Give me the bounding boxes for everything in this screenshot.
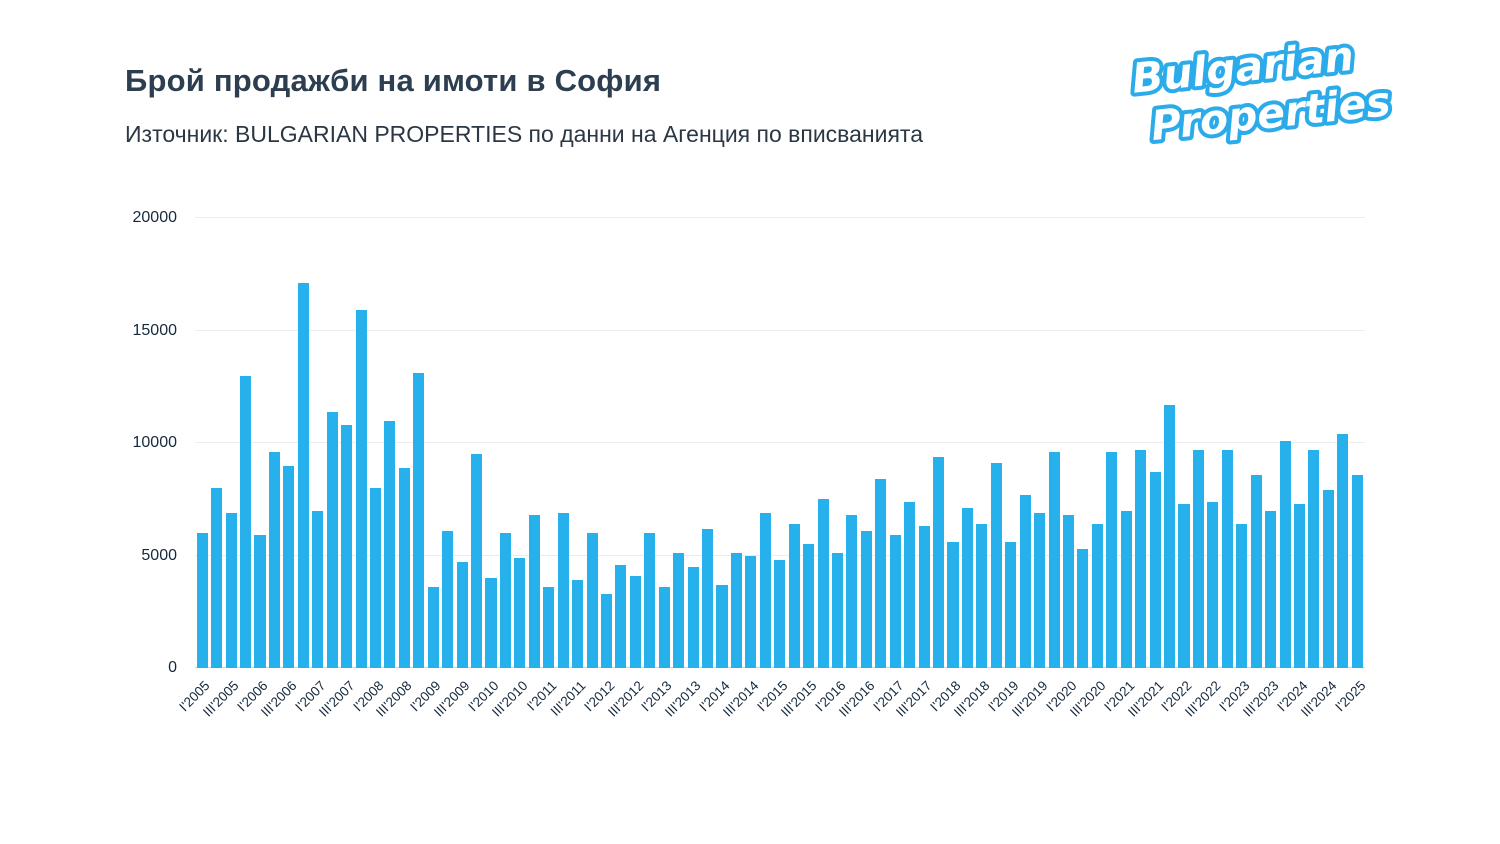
bar-I'2014 — [716, 584, 728, 668]
bar-IV'2021 — [1164, 404, 1176, 668]
bar-I'2008 — [369, 488, 381, 668]
bar-III'2018 — [976, 524, 988, 668]
bar-III'2011 — [572, 580, 584, 668]
bar-IV'2022 — [1221, 449, 1233, 668]
bar-I'2018 — [947, 542, 959, 668]
bar-IV'2005 — [240, 375, 252, 668]
bar-IV'2019 — [1048, 452, 1060, 668]
bar-III'2015 — [803, 544, 815, 668]
bar-II'2007 — [326, 411, 338, 668]
bar-I'2021 — [1120, 510, 1132, 668]
y-tick-label-20000: 20000 — [132, 209, 178, 226]
bar-I'2011 — [543, 587, 555, 668]
bar-III'2012 — [629, 575, 641, 668]
bar-II'2009 — [442, 530, 454, 668]
bar-II'2016 — [846, 515, 858, 668]
bar-II'2024 — [1308, 449, 1320, 668]
bar-III'2016 — [860, 530, 872, 668]
bar-III'2021 — [1149, 472, 1161, 668]
bar-II'2012 — [615, 564, 627, 668]
bar-I'2020 — [1062, 515, 1074, 668]
plot-area — [195, 217, 1365, 668]
bar-IV'2010 — [528, 515, 540, 668]
bar-II'2013 — [673, 553, 685, 668]
bar-I'2009 — [427, 587, 439, 668]
bar-III'2017 — [918, 526, 930, 668]
bar-I'2017 — [889, 535, 901, 668]
y-tick-label-15000: 15000 — [132, 321, 178, 339]
bar-IV'2013 — [702, 528, 714, 668]
bar-III'2006 — [283, 465, 295, 668]
bar-I'2006 — [254, 535, 266, 668]
bar-IV'2014 — [759, 512, 771, 668]
bar-III'2020 — [1091, 524, 1103, 668]
brand-logo: Bulgarian Properties — [1120, 28, 1430, 154]
bar-III'2009 — [456, 562, 468, 668]
bar-IV'2023 — [1279, 440, 1291, 668]
bar-III'2022 — [1207, 501, 1219, 668]
bar-III'2008 — [398, 467, 410, 668]
bar-II'2017 — [904, 501, 916, 668]
bar-II'2014 — [730, 553, 742, 668]
bar-IV'2018 — [990, 463, 1002, 668]
bulgarian-properties-logo-graphic: Bulgarian Properties — [1126, 28, 1397, 154]
bar-II'2020 — [1077, 548, 1089, 668]
bar-IV'2020 — [1106, 452, 1118, 668]
bar-I'2013 — [658, 587, 670, 668]
bar-IV'2017 — [933, 456, 945, 668]
bar-I'2005 — [196, 533, 208, 668]
bar-II'2022 — [1192, 449, 1204, 668]
bar-IV'2011 — [586, 533, 598, 668]
y-tick-label-0: 0 — [168, 659, 177, 676]
bar-IV'2008 — [413, 373, 425, 668]
bar-II'2018 — [961, 508, 973, 668]
bar-I'2023 — [1236, 524, 1248, 668]
bar-II'2019 — [1019, 494, 1031, 668]
bar-II'2008 — [384, 420, 396, 668]
bar-III'2023 — [1265, 510, 1277, 668]
bar-I'2015 — [774, 560, 786, 668]
bar-I'2016 — [831, 553, 843, 668]
bar-I'2024 — [1293, 503, 1305, 668]
bar-II'2021 — [1135, 449, 1147, 668]
bar-II'2023 — [1250, 474, 1262, 668]
gridline-20000 — [195, 217, 1365, 218]
bar-II'2005 — [211, 488, 223, 668]
bar-I'2025 — [1351, 474, 1363, 668]
gridline-10000 — [195, 442, 1365, 443]
bar-IV'2007 — [355, 310, 367, 668]
x-axis-labels: I'2005 III'2005 I'2006 III'2006 I'2007 III'20… — [177, 672, 1369, 802]
bar-III'2019 — [1034, 512, 1046, 668]
bar-IV'2024 — [1337, 434, 1349, 668]
chart-title: Брой продажби на имоти в София — [125, 63, 662, 98]
bar-IV'2009 — [471, 454, 483, 668]
gridline-15000 — [195, 329, 1365, 331]
bar-I'2022 — [1178, 503, 1190, 668]
y-tick-label-10000: 10000 — [132, 434, 178, 451]
bar-IV'2012 — [644, 533, 656, 668]
y-tick-label-5000: 5000 — [141, 546, 177, 564]
bar-III'2010 — [514, 557, 526, 668]
bar-III'2007 — [341, 425, 353, 668]
chart-subtitle: Източник: BULGARIAN PROPERTIES по данни … — [125, 121, 923, 147]
bar-II'2006 — [268, 452, 280, 668]
bar-I'2012 — [600, 593, 612, 668]
bar-IV'2006 — [297, 283, 309, 668]
bar-III'2014 — [745, 555, 757, 668]
bar-III'2024 — [1322, 490, 1334, 668]
bars — [195, 218, 1365, 668]
bar-IV'2016 — [875, 479, 887, 668]
bar-I'2010 — [485, 578, 497, 668]
bar-III'2013 — [687, 566, 699, 668]
bar-I'2019 — [1005, 542, 1017, 668]
gridline-5000 — [195, 554, 1365, 556]
y-axis-labels: 0 5000 10000 15000 20000 — [95, 209, 185, 676]
bar-II'2011 — [557, 512, 569, 668]
bar-II'2015 — [788, 524, 800, 668]
bar-IV'2015 — [817, 499, 829, 668]
bar-II'2010 — [499, 533, 511, 668]
bar-I'2007 — [312, 510, 324, 668]
bar-III'2005 — [225, 512, 237, 668]
